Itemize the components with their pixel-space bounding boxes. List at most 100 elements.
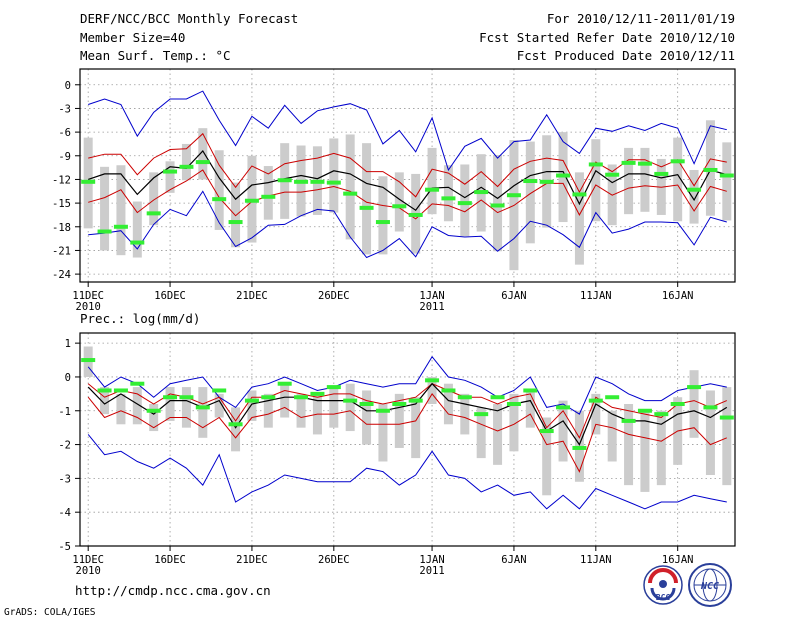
observed-marker [539, 179, 554, 184]
observed-marker [457, 201, 472, 206]
observed-marker [310, 391, 325, 396]
spread-bar [149, 404, 159, 432]
spread-bar [345, 383, 355, 432]
series-line-mean [87, 382, 728, 446]
observed-marker [654, 412, 669, 417]
fcst-produced-label: Fcst Produced Date 2010/12/11 [517, 48, 735, 63]
observed-marker [572, 445, 587, 450]
observed-marker [244, 398, 259, 403]
spread-bar [378, 176, 388, 255]
observed-marker [392, 402, 407, 406]
observed-marker [523, 388, 538, 393]
observed-marker [359, 402, 374, 406]
observed-marker [113, 388, 128, 393]
source-url[interactable]: http://cmdp.ncc.cma.gov.cn [75, 583, 271, 598]
observed-marker [277, 178, 292, 183]
spread-bar [149, 172, 159, 226]
x-tick-label: 16JAN [662, 554, 694, 566]
observed-marker [261, 194, 276, 199]
y-tick-label: -12 [52, 174, 71, 186]
fcst-started-label: Fcst Started Refer Date 2010/12/10 [479, 30, 735, 45]
observed-marker [179, 395, 194, 400]
y-tick-label: -3 [58, 103, 71, 115]
observed-marker [490, 203, 505, 208]
y-tick-label: -5 [58, 541, 71, 553]
spread-bar [656, 410, 666, 486]
observed-marker [310, 179, 325, 184]
observed-marker [343, 191, 358, 196]
observed-marker [294, 179, 309, 184]
observed-marker [195, 160, 210, 165]
spread-bar [460, 393, 470, 435]
observed-marker [670, 159, 685, 164]
precipitation-variable-label: Prec.: log(mm/d) [80, 311, 200, 326]
member-size-label: Member Size=40 [80, 30, 185, 45]
observed-marker [474, 190, 489, 195]
spread-bar [558, 400, 568, 462]
x-tick-label: 21DEC [236, 290, 268, 302]
y-tick-label: -4 [58, 507, 71, 519]
figure-title: DERF/NCC/BCC Monthly Forecast [80, 11, 298, 26]
y-tick-label: -1 [58, 406, 71, 418]
y-tick-label: -3 [58, 473, 71, 485]
spread-bar [116, 393, 126, 425]
x-tick-label: 11DEC [72, 290, 104, 302]
spread-bar [509, 393, 519, 452]
y-tick-label: -15 [52, 198, 71, 210]
observed-marker [228, 422, 243, 427]
observed-marker [556, 405, 571, 410]
series-line-lower [88, 169, 727, 220]
spread-bar [476, 407, 486, 459]
temperature-variable-label: Mean Surf. Temp.: °C [80, 48, 231, 63]
observed-marker [474, 412, 489, 417]
spread-bar [247, 390, 257, 421]
observed-marker [703, 167, 718, 172]
observed-marker [392, 204, 407, 209]
x-tick-label: 26DEC [318, 290, 350, 302]
spread-bar [525, 390, 535, 428]
observed-marker [163, 169, 178, 174]
observed-marker [605, 395, 620, 400]
spread-bar [198, 387, 208, 438]
spread-bar [116, 165, 126, 256]
x-tick-label: 26DEC [318, 554, 350, 566]
spread-bar [100, 166, 110, 251]
bcc-logo-text: BCC [656, 593, 671, 602]
spread-bar [673, 137, 683, 222]
plot-frame [79, 68, 736, 283]
bcc-logo: BCC [643, 565, 683, 605]
spread-bar [443, 165, 453, 222]
observed-marker [244, 198, 259, 203]
observed-marker [506, 193, 521, 198]
spread-bar [591, 139, 601, 222]
observed-marker [375, 220, 390, 225]
observed-marker [490, 395, 505, 400]
y-tick-label: 0 [65, 372, 71, 384]
x-tick-label: 1JAN [419, 554, 444, 566]
observed-marker [605, 172, 620, 177]
observed-marker [261, 395, 276, 400]
spread-bar [460, 164, 470, 237]
x-tick-year-label: 2010 [76, 301, 101, 313]
observed-marker [539, 429, 554, 434]
spread-bar [493, 404, 503, 465]
spread-bar [689, 169, 699, 224]
observed-marker [359, 205, 374, 210]
observed-marker [212, 197, 227, 202]
observed-marker [81, 358, 96, 363]
observed-marker [441, 388, 456, 393]
observed-marker [637, 161, 652, 166]
y-tick-label: -6 [58, 127, 71, 139]
spread-bar [493, 154, 503, 252]
spread-bar [165, 161, 175, 193]
spread-bar [181, 143, 191, 181]
observed-marker [441, 196, 456, 201]
observed-marker [195, 405, 210, 410]
spread-bar [427, 376, 437, 404]
observed-marker [588, 398, 603, 403]
y-tick-label: -24 [52, 269, 71, 281]
observed-marker [343, 398, 358, 403]
